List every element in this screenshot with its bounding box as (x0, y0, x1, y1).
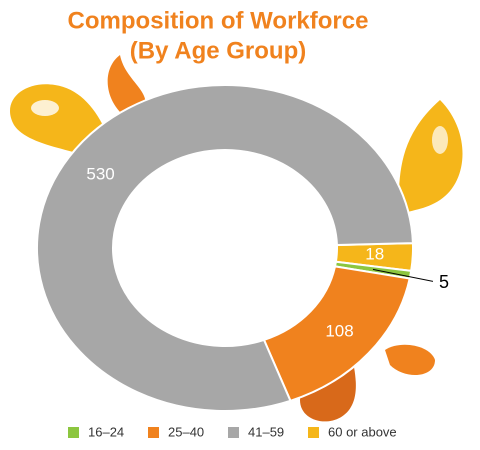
legend-label: 16–24 (88, 424, 124, 439)
data-label: 530 (86, 165, 114, 184)
leader-line (372, 268, 434, 282)
legend-label: 60 or above (328, 424, 397, 439)
legend-swatch (68, 427, 79, 438)
chart-subtitle: (By Age Group) (130, 37, 306, 64)
legend-label: 41–59 (248, 424, 284, 439)
data-label: 18 (365, 245, 384, 264)
chart-title: Composition of Workforce (68, 7, 369, 34)
legend-label: 25–40 (168, 424, 204, 439)
data-label: 108 (325, 322, 353, 341)
legend-swatch (148, 427, 159, 438)
data-label: 5 (439, 272, 449, 292)
legend-swatch (308, 427, 319, 438)
donut-slice (36, 84, 414, 412)
legend-swatch (228, 427, 239, 438)
